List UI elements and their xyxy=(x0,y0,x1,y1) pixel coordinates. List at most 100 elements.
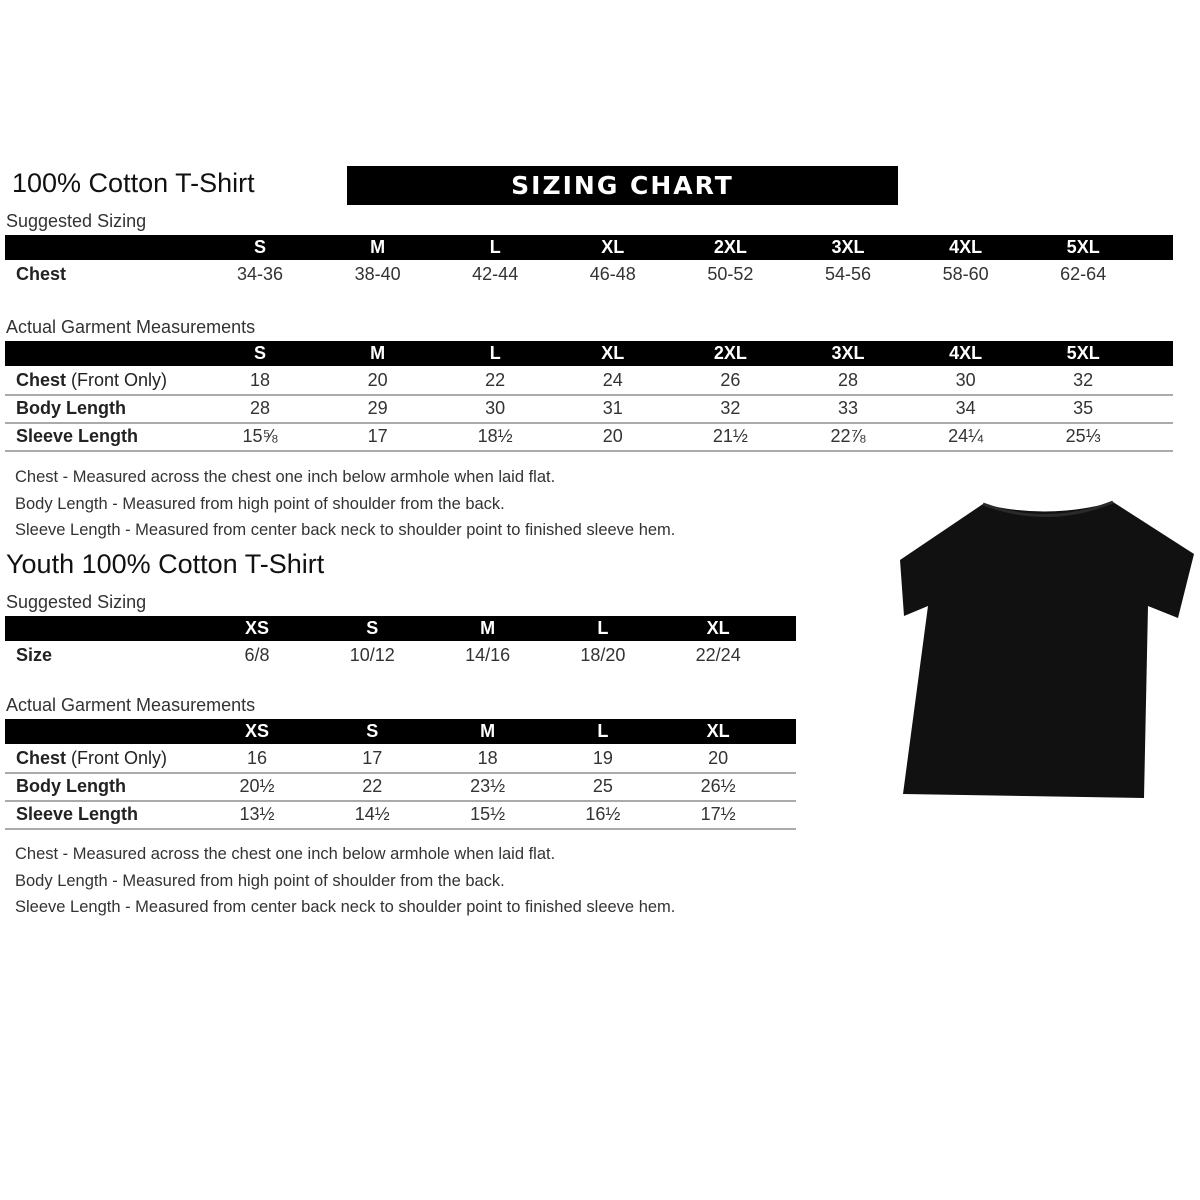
table-cell: 22 xyxy=(362,776,383,796)
size-header-l: L xyxy=(597,618,609,638)
table-cell: 29 xyxy=(367,398,388,418)
table-cell: 10/12 xyxy=(349,645,395,665)
row-label-text: Size xyxy=(16,645,53,665)
table-cell: 33 xyxy=(837,398,859,418)
size-header-s: S xyxy=(366,721,379,741)
tshirt-icon xyxy=(900,500,1194,798)
table-cell: 42-44 xyxy=(472,264,519,284)
size-header-l: L xyxy=(489,343,501,363)
size-header-s: S xyxy=(366,618,379,638)
size-header-4xl: 4XL xyxy=(949,343,983,363)
row-label: Size xyxy=(16,645,52,666)
table-row: Body Length 28 29 30 31 32 33 34 35 xyxy=(5,394,1173,424)
table-cell: 32 xyxy=(720,398,741,418)
size-header-xs: XS xyxy=(244,721,270,741)
size-header-m: M xyxy=(480,721,496,741)
row-label: Chest xyxy=(16,264,66,285)
table-cell: 25⅓ xyxy=(1065,426,1101,446)
table-cell: 17 xyxy=(362,748,383,768)
table-cell: 26½ xyxy=(700,776,736,796)
row-label-text: Sleeve Length xyxy=(16,426,139,446)
size-header-row: XS S M L XL xyxy=(5,616,796,641)
size-header-m: M xyxy=(480,618,496,638)
table-row: Sleeve Length 15⅝ 17 18½ 20 21½ 22⅞ 24¼ 25⅓ xyxy=(5,422,1173,452)
table-cell: 20 xyxy=(708,748,729,768)
table-cell: 18½ xyxy=(477,426,513,446)
row-label-text: Body Length xyxy=(16,776,126,796)
measurement-note: Chest - Measured across the chest one in… xyxy=(15,468,556,486)
table-cell: 22/24 xyxy=(695,645,741,665)
row-label: Chest (Front Only) xyxy=(16,370,167,391)
table-cell: 46-48 xyxy=(589,264,636,284)
size-header-m: M xyxy=(370,343,386,363)
table-cell: 20 xyxy=(602,426,623,446)
size-header-s: S xyxy=(253,237,267,257)
table-cell: 18 xyxy=(477,748,498,768)
size-header-m: M xyxy=(370,237,386,257)
size-header-s: S xyxy=(253,343,267,363)
size-header-l: L xyxy=(597,721,609,741)
sizing-chart-banner: SIZING CHART xyxy=(347,166,898,205)
table-row: Chest (Front Only) 18 20 22 24 26 28 30 32 xyxy=(5,366,1173,396)
table-cell: 25 xyxy=(592,776,613,796)
size-header-l: L xyxy=(489,237,501,257)
table-cell: 20 xyxy=(367,370,388,390)
table-cell: 22 xyxy=(485,370,506,390)
table-cell: 14½ xyxy=(354,804,390,824)
row-label: Body Length xyxy=(16,776,126,797)
row-label-extra: (Front Only) xyxy=(71,748,168,768)
table-cell: 34 xyxy=(955,398,976,418)
row-label-text: Chest xyxy=(16,264,67,284)
table-cell: 18/20 xyxy=(580,645,626,665)
row-label-text: Chest xyxy=(16,370,67,390)
size-header-xl: XL xyxy=(706,721,730,741)
table-row: Body Length 20½ 22 23½ 25 26½ xyxy=(5,772,796,802)
table-cell: 17½ xyxy=(700,804,736,824)
table-cell: 16 xyxy=(246,748,268,768)
table-cell: 17 xyxy=(367,426,388,446)
table-cell: 30 xyxy=(955,370,976,390)
table-cell: 15½ xyxy=(470,804,506,824)
adult-title: 100% Cotton T-Shirt xyxy=(12,168,255,198)
row-label-text: Chest xyxy=(16,748,67,768)
table-cell: 23½ xyxy=(470,776,506,796)
size-header-xl: XL xyxy=(601,343,625,363)
table-row: Chest (Front Only) 16 17 18 19 20 xyxy=(5,744,796,774)
table-cell: 54-56 xyxy=(824,264,872,284)
table-cell: 32 xyxy=(1073,370,1094,390)
suggested-sizing-label: Suggested Sizing xyxy=(6,592,147,612)
table-cell: 22⅞ xyxy=(830,426,866,446)
table-cell: 24 xyxy=(602,370,623,390)
size-header-row: S M L XL 2XL 3XL 4XL 5XL xyxy=(5,341,1173,366)
table-cell: 20½ xyxy=(239,776,275,796)
row-label: Body Length xyxy=(16,398,126,419)
table-row: Size 6/8 10/12 14/16 18/20 22/24 xyxy=(5,641,796,669)
table-cell: 24¼ xyxy=(948,426,984,446)
table-cell: 6/8 xyxy=(244,645,270,665)
size-header-row: XS S M L XL xyxy=(5,719,796,744)
size-header-3xl: 3XL xyxy=(831,237,865,257)
measurement-note: Chest - Measured across the chest one in… xyxy=(15,845,556,863)
size-header-2xl: 2XL xyxy=(713,343,747,363)
size-header-xl: XL xyxy=(706,618,730,638)
table-cell: 28 xyxy=(837,370,859,390)
size-header-xs: XS xyxy=(244,618,270,638)
table-cell: 58-60 xyxy=(942,264,989,284)
row-label: Sleeve Length xyxy=(16,426,138,447)
table-cell: 13½ xyxy=(239,804,275,824)
row-label-text: Body Length xyxy=(16,398,126,418)
actual-measurements-label: Actual Garment Measurements xyxy=(6,695,256,715)
row-label-text: Sleeve Length xyxy=(16,804,139,824)
size-header-4xl: 4XL xyxy=(949,237,983,257)
table-cell: 15⅝ xyxy=(242,426,278,446)
youth-title: Youth 100% Cotton T-Shirt xyxy=(6,549,325,579)
row-label: Chest (Front Only) xyxy=(16,748,167,769)
suggested-sizing-label: Suggested Sizing xyxy=(6,211,147,231)
table-cell: 21½ xyxy=(712,426,748,446)
table-cell: 50-52 xyxy=(707,264,754,284)
size-header-row: S M L XL 2XL 3XL 4XL 5XL xyxy=(5,235,1173,260)
table-cell: 14/16 xyxy=(465,645,511,665)
row-label: Sleeve Length xyxy=(16,804,138,825)
size-header-5xl: 5XL xyxy=(1066,237,1100,257)
